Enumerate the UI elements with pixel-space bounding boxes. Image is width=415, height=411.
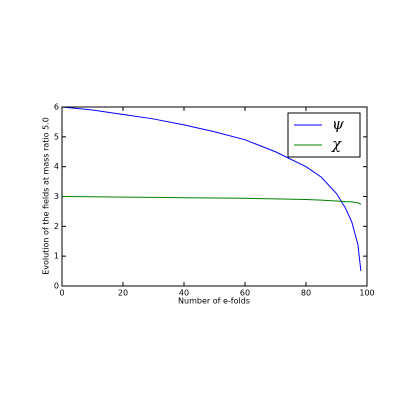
y-tick-label: 3 xyxy=(54,192,59,201)
x-tick-label: 60 xyxy=(240,289,250,298)
legend xyxy=(287,112,361,158)
x-tick-label: 20 xyxy=(118,289,128,298)
line xyxy=(61,196,362,205)
y-tick-label: 1 xyxy=(54,252,59,261)
y-tick-label: 6 xyxy=(54,103,59,112)
legend-label: ψ xyxy=(332,115,344,133)
y-tick-label: 0 xyxy=(54,282,59,291)
x-tick-label: 0 xyxy=(59,289,64,298)
plot-frame xyxy=(61,106,368,287)
x-tick-label: 80 xyxy=(301,289,311,298)
y-axis-label: Evolution of the fields at mass ratio 5.… xyxy=(42,117,51,275)
x-axis-label: Number of e-folds xyxy=(178,297,250,306)
y-tick-label: 5 xyxy=(54,132,59,141)
legend-label: χ xyxy=(331,135,342,153)
line xyxy=(61,106,362,272)
y-tick-label: 2 xyxy=(54,222,59,231)
x-tick-label: 100 xyxy=(359,289,374,298)
x-tick-label: 40 xyxy=(179,289,189,298)
y-tick-label: 4 xyxy=(54,162,59,171)
